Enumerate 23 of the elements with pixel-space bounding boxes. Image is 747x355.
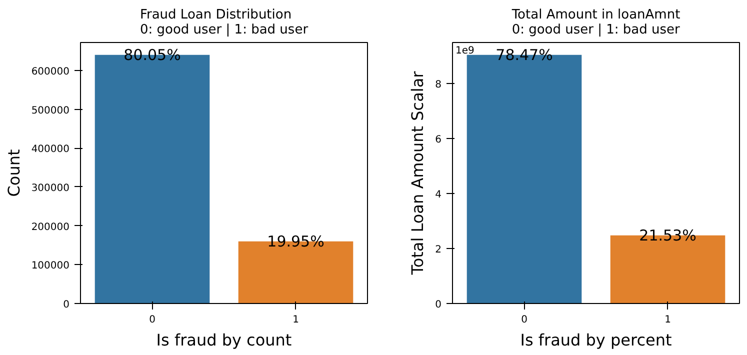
chart-title: Fraud Loan Distribution 0: good user | 1: bad user <box>140 8 309 38</box>
y-axis-title: Count <box>4 149 24 197</box>
y-tick-label: 500000 <box>31 105 70 116</box>
x-tick-label: 0 <box>149 314 156 326</box>
x-tick-label: 1 <box>664 314 671 326</box>
x-axis-title: Is fraud by percent <box>520 330 672 350</box>
chart-title: Total Amount in loanAmnt 0: good user | 1: bad user <box>510 8 681 38</box>
x-tick-label: 0 <box>521 314 528 326</box>
y-tick-label: 6 <box>435 134 442 146</box>
y-tick-label: 100000 <box>31 260 70 272</box>
y-tick-label: 300000 <box>31 182 70 194</box>
y-tick-label: 4 <box>435 190 442 201</box>
y-tick-label: 400000 <box>31 144 70 156</box>
y-tick-label: 2 <box>435 244 442 256</box>
annotation: 1e9 <box>456 46 474 56</box>
y-axis-title: Total Loan Amount Scalar <box>408 70 428 276</box>
y-tick-label: 600000 <box>31 66 70 78</box>
y-tick-label: 0 <box>435 300 442 310</box>
y-tick-label: 0 <box>63 300 70 310</box>
x-axis-title: Is fraud by count <box>156 330 292 350</box>
y-tick-label: 200000 <box>31 222 70 233</box>
y-tick-label: 8 <box>435 80 442 91</box>
x-tick-label: 1 <box>292 314 299 326</box>
